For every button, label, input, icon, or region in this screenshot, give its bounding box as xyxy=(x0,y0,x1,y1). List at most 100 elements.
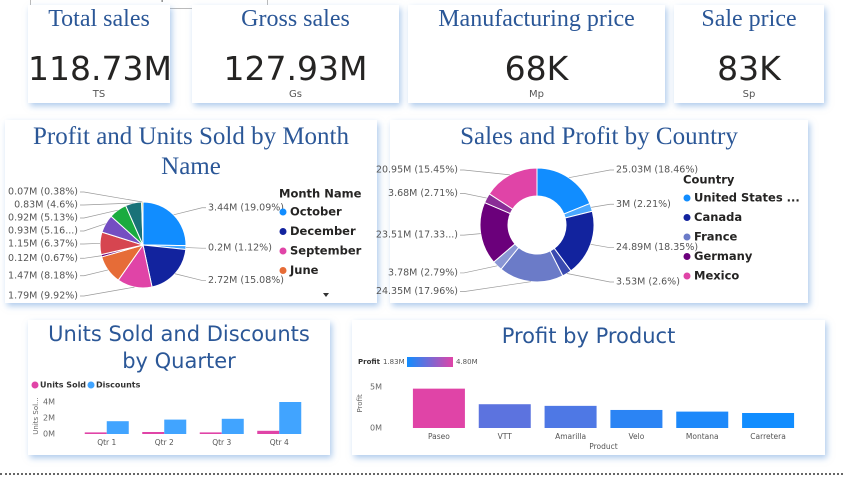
legend-title: Month Name xyxy=(279,187,362,201)
data-label: 25.03M (18.46%) xyxy=(616,165,698,176)
card-value: 118.73M xyxy=(28,49,172,88)
legend-label: Canada xyxy=(694,210,742,224)
legend-marker xyxy=(87,381,95,389)
data-label: 20.95M (15.45%) xyxy=(376,165,458,176)
leader-line xyxy=(80,286,135,297)
data-label: 0.12M (0.67%) xyxy=(8,253,78,264)
x-axis-title: Product xyxy=(589,442,618,451)
data-label: 2.72M (15.08%) xyxy=(208,275,284,286)
bar xyxy=(221,418,244,434)
data-label: 0.83M (4.6%) xyxy=(14,200,78,211)
card-label: Sp xyxy=(742,89,756,100)
chart-title: Sales and Profit by Country xyxy=(460,123,738,150)
card-title: Sale price xyxy=(701,6,797,32)
leader-line xyxy=(460,193,487,199)
bar xyxy=(676,411,729,428)
legend-gradient xyxy=(407,357,453,367)
leader-line xyxy=(80,209,118,219)
legend-marker xyxy=(683,214,691,221)
legend-marker xyxy=(279,228,287,235)
leader-line xyxy=(80,191,143,203)
bar xyxy=(257,430,280,434)
card-title: Gross sales xyxy=(241,6,350,32)
chart-title: Profit and Units Sold by Month Name xyxy=(33,123,349,180)
bar xyxy=(279,402,302,434)
data-label: 1.15M (6.37%) xyxy=(8,239,78,250)
chart-panel: Profit and Units Sold by Month Name xyxy=(5,120,377,303)
y-axis-title: Units Sol... xyxy=(32,397,40,434)
slice xyxy=(488,167,538,210)
leader-line xyxy=(460,265,498,274)
data-label: 3M (2.21%) xyxy=(616,199,671,210)
legend-label: June xyxy=(289,263,319,277)
card: Sale price 83K Sp xyxy=(674,5,824,103)
data-label: 24.89M (18.35%) xyxy=(616,242,698,253)
legend-marker xyxy=(683,253,691,260)
leader-line xyxy=(460,233,481,236)
leader-line xyxy=(80,202,134,206)
legend-marker xyxy=(279,247,287,255)
data-label: 0.92M (5.13%) xyxy=(8,213,78,224)
data-label: 1.79M (9.92%) xyxy=(8,291,78,302)
data-label: 24.35M (17.96%) xyxy=(376,286,458,297)
card-value: 83K xyxy=(717,49,781,88)
card-value: 68K xyxy=(504,49,569,88)
card-label: Gs xyxy=(289,89,302,100)
leader-line xyxy=(80,255,102,259)
y-tick-label: 0M xyxy=(370,424,382,433)
x-tick-label: Montana xyxy=(686,432,719,441)
bar xyxy=(742,412,795,428)
slice xyxy=(142,201,187,247)
x-tick-label: Amarilla xyxy=(555,432,586,441)
x-tick-label: VTT xyxy=(498,432,513,441)
bar xyxy=(412,388,465,428)
legend-title: Country xyxy=(683,173,735,187)
y-tick-label: 0M xyxy=(43,430,55,439)
leader-line xyxy=(80,269,109,277)
leader-line xyxy=(460,281,531,292)
x-tick-label: Qtr 1 xyxy=(97,438,116,447)
chart-title: Units Sold and Discounts by Quarter xyxy=(48,322,310,373)
leader-line xyxy=(185,247,206,249)
legend-label: France xyxy=(694,230,738,244)
card: Manufacturing price 68K Mp xyxy=(408,5,665,103)
card-value: 127.93M xyxy=(223,49,368,88)
bar xyxy=(478,404,531,428)
legend-marker xyxy=(683,233,691,241)
y-axis-title: Profit xyxy=(356,394,364,413)
data-label: 3.78M (2.79%) xyxy=(388,267,458,278)
legend-label: September xyxy=(290,244,362,258)
data-label: 3.44M (19.09%) xyxy=(208,202,284,213)
legend-marker xyxy=(683,272,691,280)
leader-line xyxy=(173,207,206,216)
y-tick-label: 4M xyxy=(43,398,55,407)
data-label: 0.07M (0.38%) xyxy=(8,187,78,198)
bar xyxy=(610,409,663,428)
card-label: TS xyxy=(92,89,106,100)
leader-line xyxy=(80,242,101,245)
card: Gross sales 127.93M Gs xyxy=(192,5,399,103)
legend-label: United States ... xyxy=(694,191,800,205)
chart-panel: Profit by Product xyxy=(352,320,825,455)
page-border xyxy=(0,473,843,475)
scroll-arrow xyxy=(323,293,329,297)
tooltip-text: Connect to data from multiple sources. xyxy=(39,0,215,3)
y-tick-label: 2M xyxy=(43,414,55,423)
leader-line xyxy=(174,273,206,281)
bar xyxy=(84,432,107,434)
data-label: 3.68M (2.71%) xyxy=(388,188,458,199)
card: Total sales 118.73M TS xyxy=(28,5,172,103)
x-tick-label: Velo xyxy=(628,432,644,441)
legend-label: Mexico xyxy=(694,269,739,283)
bar xyxy=(164,419,187,434)
chart-panel: Sales and Profit by Country xyxy=(390,120,808,303)
leader-line xyxy=(568,169,614,179)
legend-label: December xyxy=(290,224,356,238)
bar xyxy=(199,432,222,434)
legend-marker xyxy=(683,194,691,202)
bar xyxy=(142,432,165,434)
legend-label: October xyxy=(290,205,342,219)
x-tick-label: Paseo xyxy=(428,432,450,441)
